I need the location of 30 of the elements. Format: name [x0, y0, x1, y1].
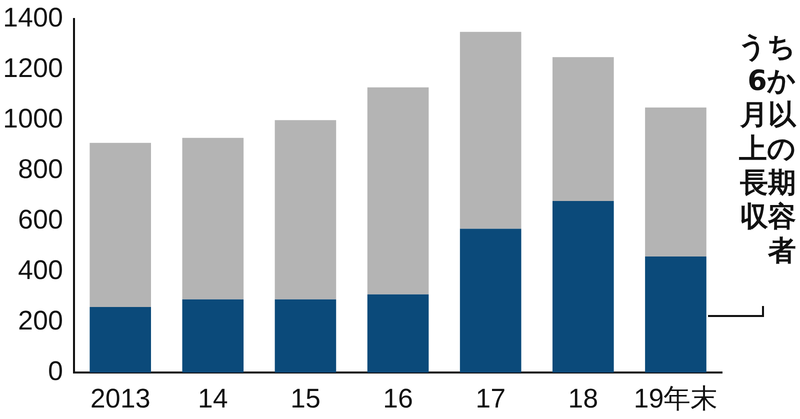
x-tick-label: 2013	[90, 383, 150, 414]
bar	[367, 294, 429, 373]
x-tick-label: 14	[198, 383, 228, 414]
x-tick-label: 18	[568, 383, 598, 414]
bar	[90, 142, 151, 307]
y-tick-label: 800	[18, 154, 64, 184]
y-tick-label: 1400	[2, 2, 64, 33]
y-tick-label: 400	[18, 255, 64, 286]
bar	[367, 87, 429, 294]
series-label: うち6か月以上の長期収容者	[737, 30, 796, 269]
bar	[182, 138, 244, 300]
bar	[182, 299, 244, 373]
y-tick-label: 0	[48, 356, 64, 386]
x-tick-label: 17	[476, 383, 506, 414]
bar	[645, 256, 706, 373]
bar	[645, 108, 706, 256]
y-tick-label: 200	[18, 306, 64, 336]
y-tick-label: 1000	[2, 104, 64, 134]
y-tick-label: 600	[18, 204, 64, 235]
x-tick-label: 15	[290, 383, 320, 414]
bar	[274, 299, 336, 373]
bar	[552, 57, 614, 201]
x-tick-label: 16	[383, 383, 414, 414]
y-tick-label: 1200	[2, 53, 64, 84]
bar	[90, 306, 151, 373]
bar	[460, 32, 522, 229]
bar	[460, 228, 522, 373]
x-tick-label: 19年末	[634, 383, 718, 414]
bar	[552, 200, 614, 373]
bar	[274, 120, 336, 300]
